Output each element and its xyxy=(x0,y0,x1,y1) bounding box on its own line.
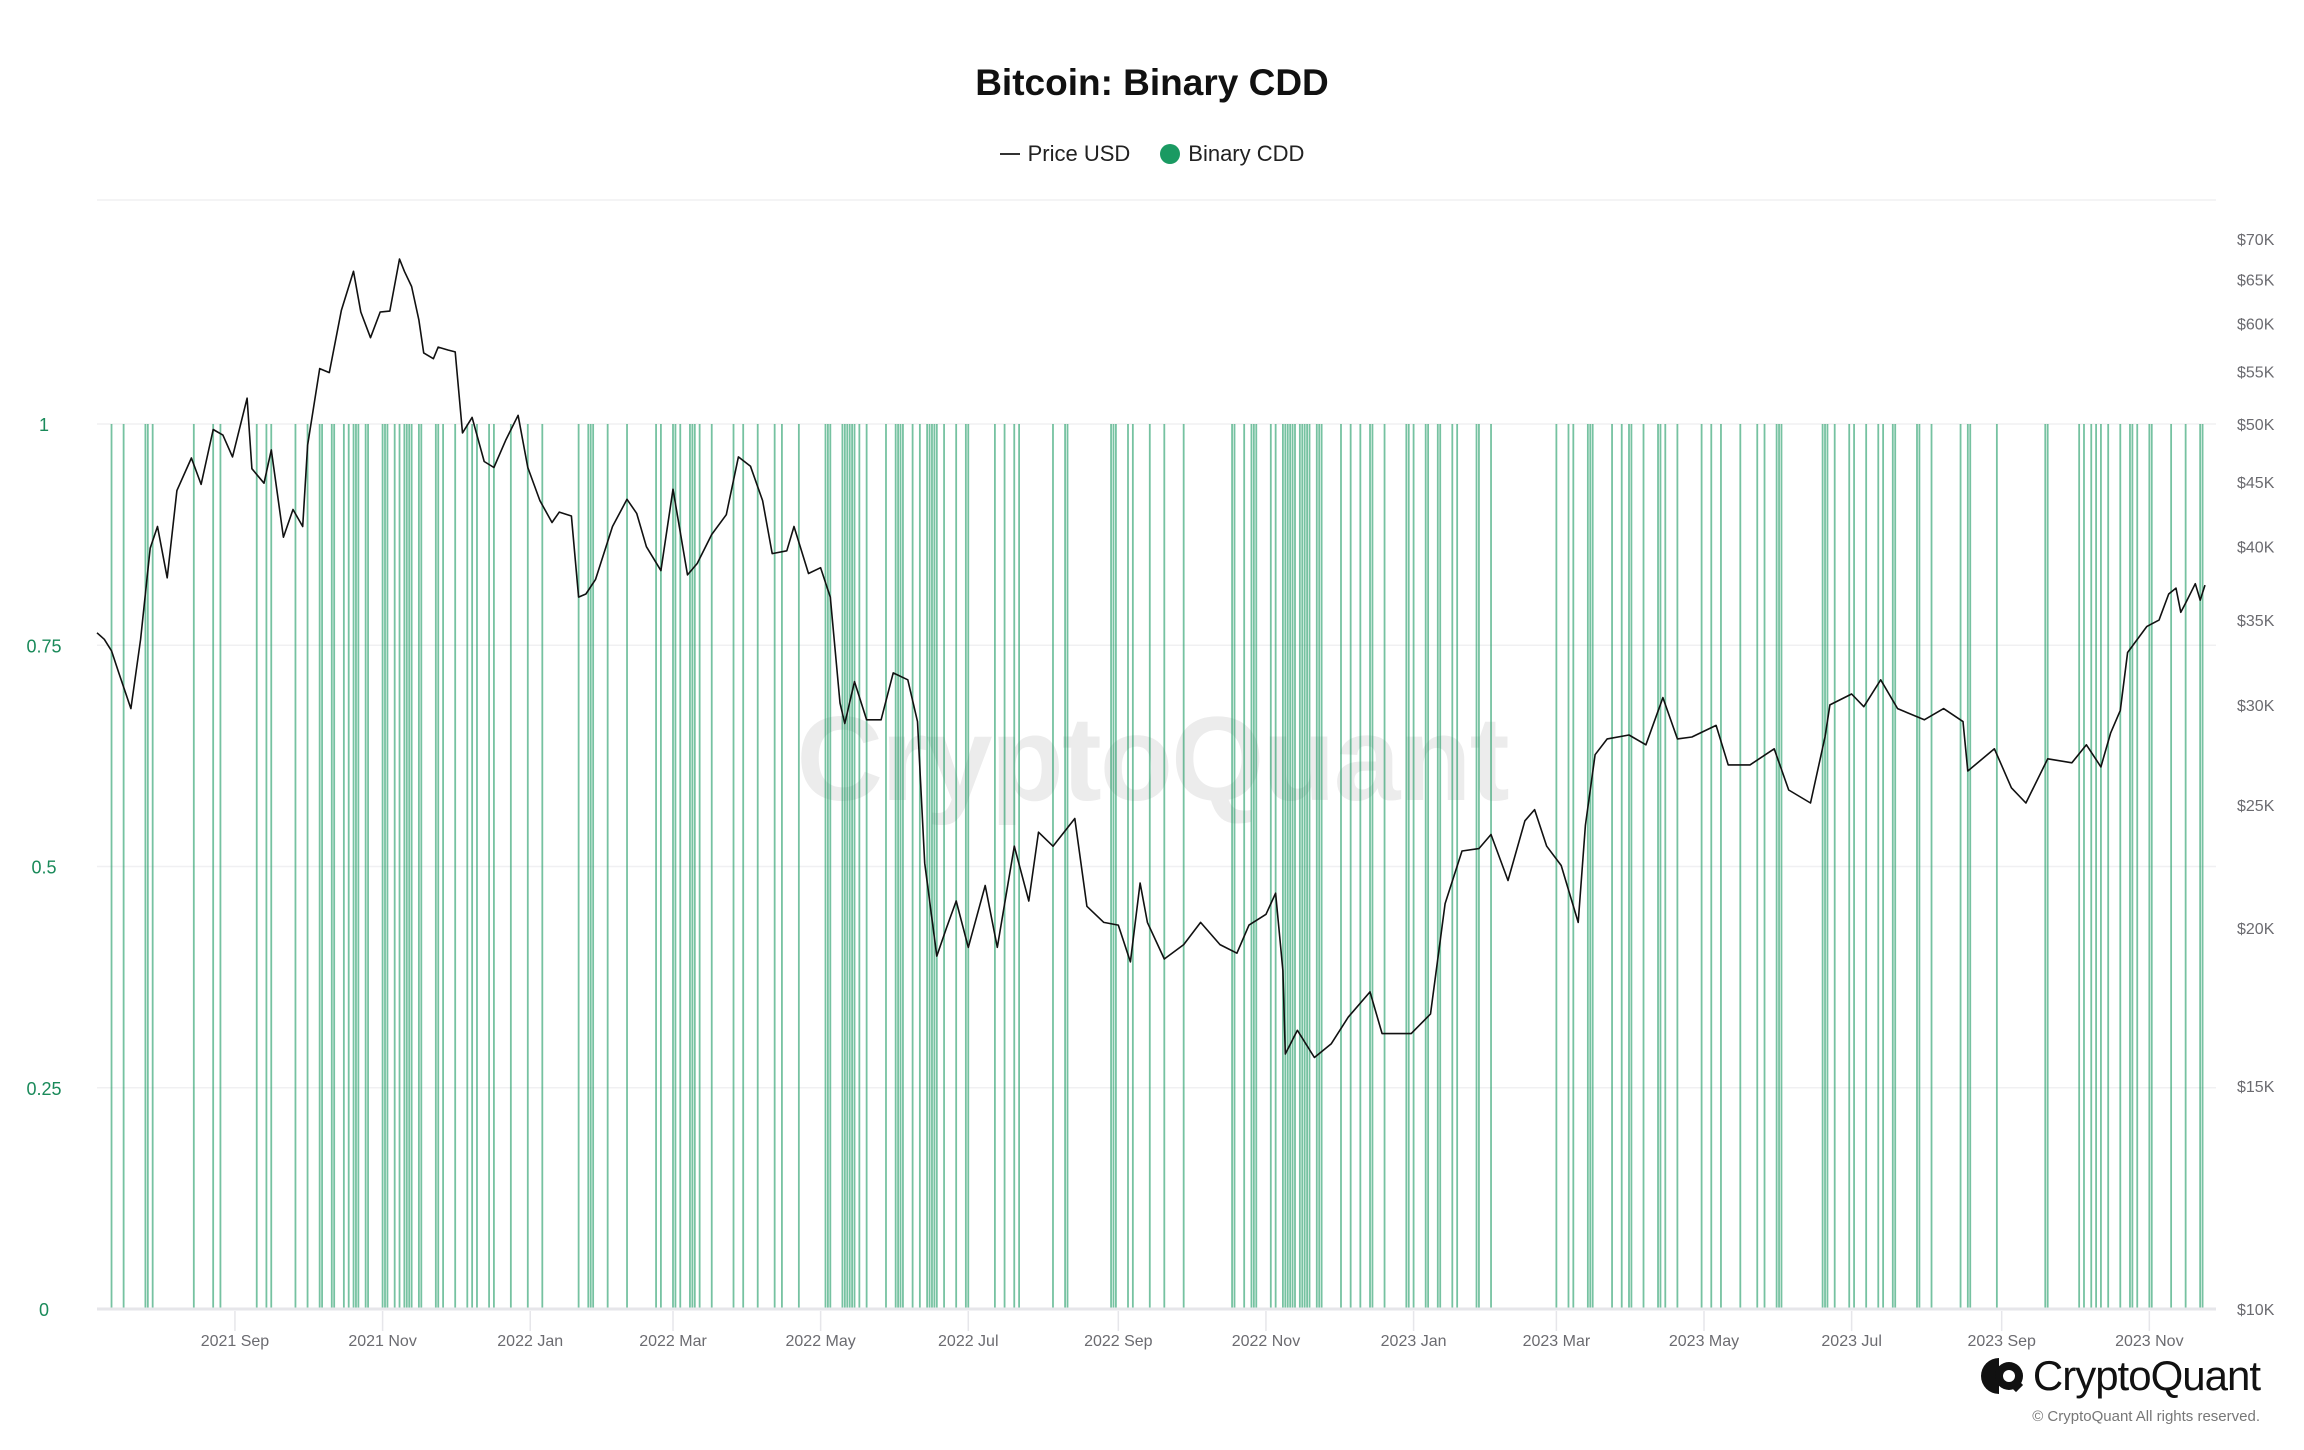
x-axis-tick-label: 2022 Mar xyxy=(639,1333,707,1350)
cryptoquant-logo: CryptoQuant xyxy=(1979,1352,2261,1400)
right-axis-tick-label: $25K xyxy=(2237,798,2275,815)
axes: 0 0.25 0.5 0.75 1 $10K $15K $20K $25K $30K $35K $40… xyxy=(26,232,2274,1350)
x-axis-tick-label: 2022 Jan xyxy=(497,1333,563,1350)
right-axis-tick-label: $55K xyxy=(2237,365,2275,382)
right-axis-tick-label: $40K xyxy=(2237,540,2275,557)
x-axis-tick-label: 2023 May xyxy=(1669,1333,1739,1350)
x-axis-tick-label: 2022 May xyxy=(786,1333,856,1350)
x-axis-tick-label: 2023 Jul xyxy=(1821,1333,1882,1350)
logo-text: CryptoQuant xyxy=(2032,1352,2261,1399)
left-axis-tick-label: 0 xyxy=(39,1300,49,1320)
legend-label-price: Price USD xyxy=(1027,141,1131,166)
right-axis-tick-label: $15K xyxy=(2237,1079,2275,1096)
right-axis-tick-label: $10K xyxy=(2237,1302,2275,1319)
right-axis-tick-label: $60K xyxy=(2237,317,2275,334)
x-axis-tick-label: 2022 Sep xyxy=(1084,1333,1153,1350)
binary-cdd-bars xyxy=(110,424,2204,1309)
right-axis-tick-label: $45K xyxy=(2237,475,2275,492)
right-axis-tick-label: $35K xyxy=(2237,613,2275,630)
x-axis-tick-label: 2022 Jul xyxy=(938,1333,999,1350)
left-axis-tick-label: 0.5 xyxy=(31,858,56,878)
legend-label-cdd: Binary CDD xyxy=(1188,141,1305,166)
x-axis-tick-label: 2023 Jan xyxy=(1381,1333,1447,1350)
right-axis-tick-label: $65K xyxy=(2237,273,2275,290)
legend-item-price[interactable]: Price USD xyxy=(999,141,1131,167)
right-axis-tick-label: $50K xyxy=(2237,417,2275,434)
logo-icon xyxy=(1980,1358,2023,1394)
copyright: © CryptoQuant All rights reserved. xyxy=(2032,1408,2260,1425)
legend: Price USD Binary CDD xyxy=(0,141,2304,167)
right-axis-tick-label: $20K xyxy=(2237,921,2275,938)
x-axis-tick-label: 2021 Sep xyxy=(201,1333,270,1350)
line-swatch-icon xyxy=(999,153,1020,155)
x-axis-tick-label: 2022 Nov xyxy=(1232,1333,1301,1350)
gridlines xyxy=(97,199,2216,1089)
left-axis-tick-label: 0.75 xyxy=(26,636,61,656)
x-axis-tick-label: 2023 Nov xyxy=(2115,1333,2184,1350)
right-axis-tick-label: $30K xyxy=(2237,698,2275,715)
chart-title: Bitcoin: Binary CDD xyxy=(975,62,1329,103)
right-axis-tick-label: $70K xyxy=(2237,232,2275,249)
left-axis-tick-label: 1 xyxy=(39,415,49,435)
dot-swatch-icon xyxy=(1160,144,1181,164)
price-line xyxy=(96,258,2206,1059)
x-axis-tick-label: 2023 Sep xyxy=(1967,1333,2036,1350)
legend-item-cdd[interactable]: Binary CDD xyxy=(1160,141,1304,167)
x-axis-tick-label: 2023 Mar xyxy=(1523,1333,1591,1350)
left-axis-tick-label: 0.25 xyxy=(26,1079,61,1099)
x-axis-tick-label: 2021 Nov xyxy=(348,1333,417,1350)
